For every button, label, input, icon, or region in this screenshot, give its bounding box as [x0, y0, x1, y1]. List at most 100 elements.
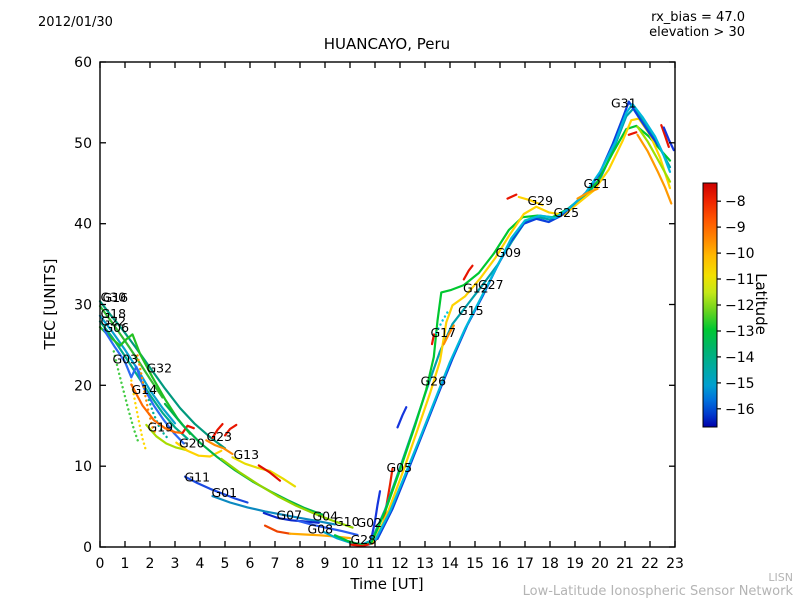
- y-tick-label: 10: [74, 459, 92, 475]
- colorbar-tick-label: −16: [725, 402, 755, 418]
- sat-label-G30: G30: [101, 289, 127, 304]
- track-G03: [102, 328, 185, 445]
- y-tick-label: 40: [74, 217, 92, 233]
- track-orange-descender: [636, 133, 673, 205]
- colorbar-tick-label: −8: [725, 194, 746, 210]
- x-tick-label: 21: [616, 556, 634, 572]
- y-tick-label: 60: [74, 55, 92, 71]
- track-scatter-yellow: [130, 379, 148, 453]
- y-tick-label: 50: [74, 136, 92, 152]
- colorbar-tick-label: −14: [725, 350, 755, 366]
- x-axis-label: Time [UT]: [349, 575, 423, 593]
- sat-label-G22: G22: [101, 314, 127, 329]
- sat-label-G23: G23: [207, 429, 233, 444]
- track-G31: [376, 100, 660, 541]
- sat-label-G14: G14: [132, 382, 158, 397]
- track-G14-red-tip: [181, 424, 195, 435]
- colorbar-tick-label: −9: [725, 220, 746, 236]
- track-G08-red: [263, 524, 292, 535]
- sat-label-G17: G17: [431, 325, 457, 340]
- colorbar: [702, 182, 718, 428]
- sat-label-G08: G08: [308, 521, 334, 536]
- sat-label-G25: G25: [554, 205, 580, 220]
- sat-label-G05: G05: [387, 460, 413, 475]
- track-blue-dash-mid: [396, 406, 408, 429]
- track-red-stub-G17: [430, 333, 436, 346]
- track-G04: [296, 519, 359, 537]
- track-red-hook-1: [211, 423, 224, 439]
- x-tick-label: 23: [666, 556, 684, 572]
- colorbar-tick-label: −13: [725, 324, 755, 340]
- sat-label-G28: G28: [351, 532, 377, 547]
- track-G17: [370, 124, 672, 545]
- sat-label-G31: G31: [611, 95, 637, 110]
- x-tick-label: 7: [271, 556, 280, 572]
- watermark-full-name: Low-Latitude Ionospheric Sensor Network: [523, 584, 794, 599]
- track-G21: [576, 187, 599, 200]
- sat-label-G13: G13: [234, 447, 260, 462]
- x-tick-label: 6: [246, 556, 255, 572]
- x-tick-label: 22: [641, 556, 659, 572]
- track-red-stub-mid: [462, 264, 474, 281]
- x-tick-label: 3: [171, 556, 180, 572]
- track-red-edge: [660, 123, 670, 148]
- sat-label-G15: G15: [458, 303, 484, 318]
- track-G11: [183, 475, 249, 504]
- track-G05: [370, 490, 382, 541]
- colorbar-label: Latitude: [752, 273, 770, 335]
- track-G23: [205, 439, 234, 456]
- x-tick-label: 19: [566, 556, 584, 572]
- sat-label-G27: G27: [478, 277, 504, 292]
- x-tick-label: 12: [391, 556, 409, 572]
- x-tick-label: 14: [441, 556, 459, 572]
- track-scatter-teal: [147, 398, 171, 441]
- elevation-label: elevation > 30: [649, 25, 745, 40]
- sat-label-G02: G02: [357, 515, 383, 530]
- track-G16: [98, 305, 164, 399]
- track-cyan-dotted-mid: [435, 309, 450, 334]
- x-tick-label: 5: [221, 556, 230, 572]
- colorbar-tick-label: −15: [725, 376, 755, 392]
- x-tick-label: 20: [591, 556, 609, 572]
- rx-bias-label: rx_bias = 47.0: [651, 10, 745, 25]
- track-red-stub-plateau: [506, 193, 518, 200]
- x-tick-label: 18: [541, 556, 559, 572]
- date-label: 2012/01/30: [38, 15, 113, 30]
- track-G01: [211, 495, 337, 526]
- colorbar-tick-label: −11: [725, 272, 755, 288]
- sat-label-G07: G07: [277, 508, 303, 523]
- sat-label-G29: G29: [528, 193, 554, 208]
- sat-label-G03: G03: [113, 352, 139, 367]
- y-tick-label: 30: [74, 298, 92, 314]
- sat-label-G04: G04: [313, 508, 339, 523]
- x-tick-label: 1: [121, 556, 130, 572]
- track-yellowgreen-tail: [636, 125, 672, 183]
- track-red-dash-peak: [627, 131, 638, 136]
- y-tick-label: 20: [74, 378, 92, 394]
- track-orange-stub-G17: [442, 324, 455, 346]
- sat-label-G01: G01: [212, 485, 238, 500]
- sat-label-G09: G09: [496, 245, 522, 260]
- track-G15: [372, 117, 672, 544]
- x-tick-label: 10: [341, 556, 359, 572]
- x-tick-label: 4: [196, 556, 205, 572]
- sat-label-G20: G20: [179, 436, 205, 451]
- sat-label-G19: G19: [148, 419, 174, 434]
- plot-title: HUANCAYO, Peru: [324, 35, 450, 53]
- track-G19: [145, 423, 188, 452]
- colorbar-tick-label: −10: [725, 246, 755, 262]
- sat-label-G12: G12: [463, 280, 489, 295]
- sat-label-G26: G26: [421, 373, 447, 388]
- sat-label-G32: G32: [147, 360, 173, 375]
- track-G14: [130, 383, 184, 435]
- x-tick-label: 15: [466, 556, 484, 572]
- track-G09: [373, 102, 672, 542]
- track-yellowgreen-descender: [220, 457, 354, 529]
- y-tick-label: 0: [83, 540, 92, 556]
- track-G29: [517, 195, 544, 207]
- track-G26: [368, 106, 672, 545]
- track-G07: [262, 511, 320, 524]
- track-G02: [333, 534, 373, 546]
